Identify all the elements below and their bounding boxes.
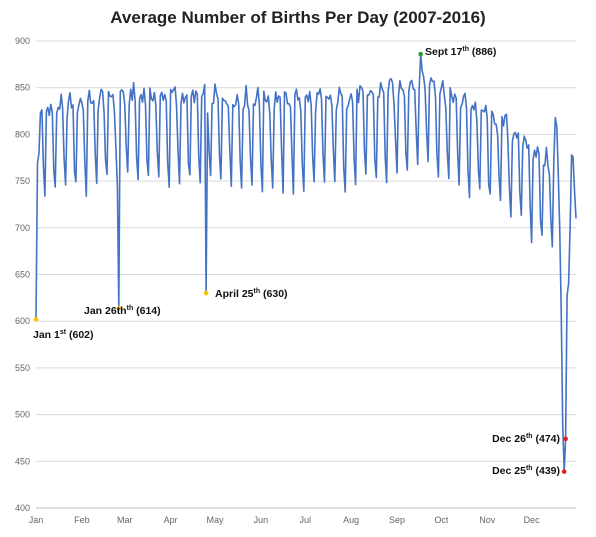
x-tick-label-aug: Aug	[343, 515, 359, 525]
x-tick-label-oct: Oct	[434, 515, 449, 525]
sep17-marker	[418, 51, 423, 57]
jan1-annotation: Jan 1st (602)	[33, 329, 94, 341]
x-tick-label-sep: Sep	[389, 515, 405, 525]
dec25-annotation: Dec 25th (439)	[492, 465, 560, 477]
dec25-marker	[561, 469, 567, 474]
y-tick-label-450: 450	[15, 456, 30, 466]
y-tick-label-850: 850	[15, 83, 30, 93]
x-tick-label-nov: Nov	[479, 515, 496, 525]
y-tick-label-500: 500	[15, 410, 30, 420]
jan26-marker	[116, 305, 122, 311]
sep17-annotation: Sept 17th (886)	[425, 46, 496, 58]
y-tick-label-400: 400	[15, 503, 30, 513]
x-tick-label-dec: Dec	[524, 515, 541, 525]
x-tick-label-apr: Apr	[164, 515, 178, 525]
x-tick-label-jul: Jul	[300, 515, 312, 525]
y-tick-label-600: 600	[15, 316, 30, 326]
y-tick-label-700: 700	[15, 223, 30, 233]
births-series-line	[35, 53, 577, 473]
dec26-annotation: Dec 26th (474)	[492, 433, 560, 445]
apr25-annotation: April 25th (630)	[215, 288, 288, 300]
x-tick-label-may: May	[207, 515, 225, 525]
x-tick-label-mar: Mar	[117, 515, 133, 525]
y-tick-label-750: 750	[15, 176, 30, 186]
x-tick-label-jun: Jun	[254, 515, 269, 525]
dec26-marker	[563, 436, 568, 442]
x-tick-label-jan: Jan	[29, 515, 44, 525]
chart-title: Average Number of Births Per Day (2007-2…	[110, 8, 486, 27]
y-tick-label-550: 550	[15, 363, 30, 373]
jan26-annotation: Jan 26thth (614)	[84, 305, 161, 317]
y-tick-label-650: 650	[15, 270, 30, 280]
x-tick-label-feb: Feb	[74, 515, 90, 525]
y-tick-label-900: 900	[15, 36, 30, 46]
jan1-marker	[33, 317, 39, 322]
y-tick-label-800: 800	[15, 129, 30, 139]
apr25-marker	[203, 290, 209, 296]
